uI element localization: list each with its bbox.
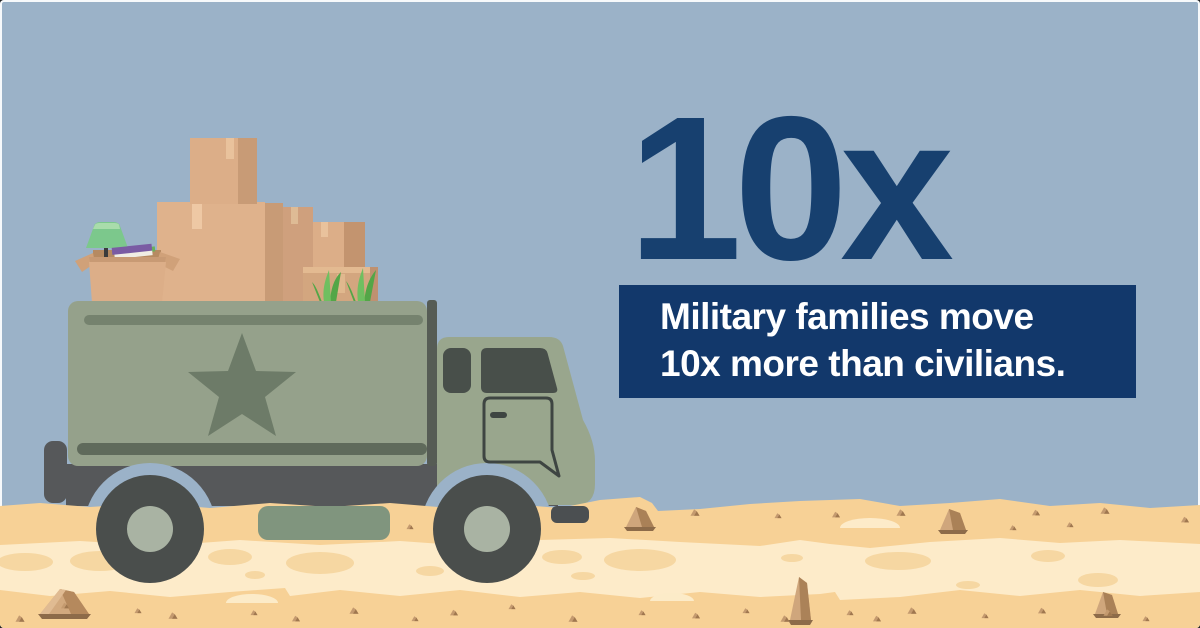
truck-rear-bumper <box>44 441 67 503</box>
sand-bump <box>226 594 278 603</box>
callout-line-2: 10x more than civilians. <box>660 343 1066 384</box>
box-stack-large <box>157 138 283 303</box>
lamp-icon <box>86 222 128 258</box>
headline-stat: 10x <box>628 74 954 303</box>
open-box-with-lamp <box>75 222 180 303</box>
rock <box>38 589 91 619</box>
grass-tuft <box>346 268 376 302</box>
cab-door-handle <box>490 412 507 418</box>
truck-mudflap <box>551 506 589 523</box>
callout-banner: Military families move 10x more than civ… <box>619 285 1136 398</box>
sand-bump <box>840 518 900 528</box>
cab-door-outline <box>482 396 561 478</box>
rock <box>1093 592 1121 618</box>
cab-windshield <box>481 348 558 393</box>
cardboard-boxes <box>75 138 378 303</box>
grass-tuft <box>312 270 341 302</box>
truck-underparts <box>96 475 589 583</box>
callout-line-1: Military families move <box>660 296 1034 337</box>
sand-bump <box>650 593 694 601</box>
rock <box>938 509 968 534</box>
truck-bed-gap <box>427 300 437 466</box>
truck-wheel-rear <box>96 475 204 583</box>
books <box>111 243 156 260</box>
cab-rear-window <box>443 348 471 393</box>
truck-step-tank <box>258 506 390 540</box>
rock <box>788 577 813 625</box>
cargo-top-stripe <box>84 315 423 325</box>
cargo-bottom-stripe <box>77 443 427 455</box>
rock <box>624 507 656 531</box>
truck-wheel-front <box>433 475 541 583</box>
army-star-icon <box>188 333 296 436</box>
box-stack-right <box>283 207 378 303</box>
